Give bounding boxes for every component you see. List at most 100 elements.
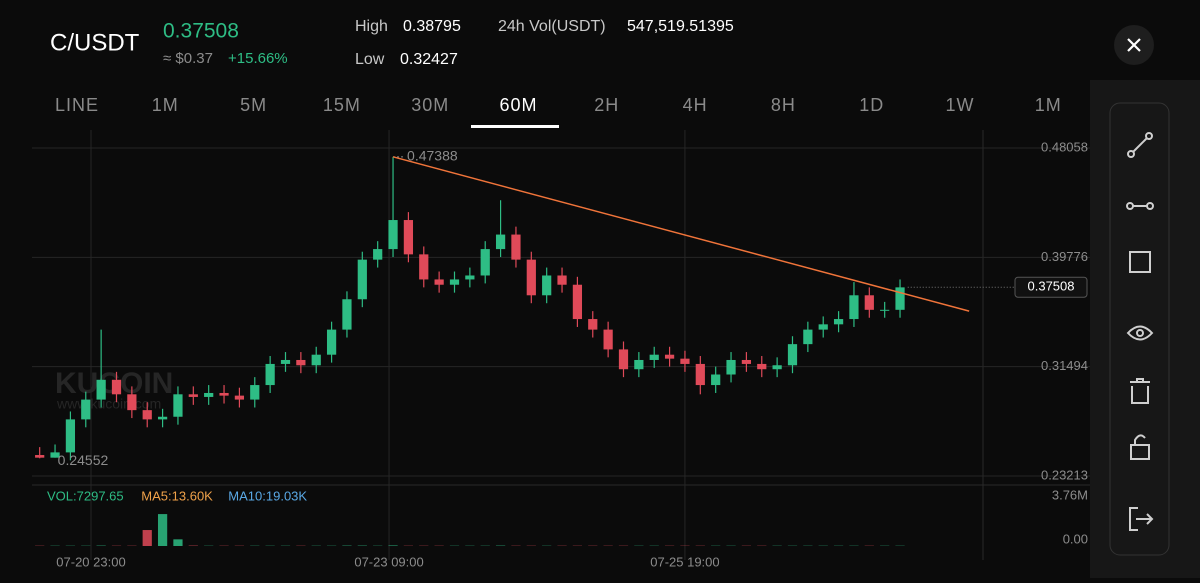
candle-body (481, 249, 490, 275)
vol-legend: VOL:7297.65 (47, 488, 124, 503)
candle-body (542, 275, 551, 295)
high: 0.38795 (403, 18, 461, 35)
tab[interactable]: 1D (859, 95, 884, 115)
candle-body (788, 344, 797, 365)
pair: C/USDT (50, 29, 140, 56)
candle-body (358, 260, 367, 300)
vol-legend: MA10:19.03K (228, 488, 307, 503)
candle-body (281, 360, 290, 364)
active-tab-underline (471, 125, 559, 128)
low-label: Low (355, 51, 385, 68)
candle-body (250, 385, 259, 400)
candle-body (742, 360, 751, 364)
candle-body (865, 295, 874, 310)
candle-body (158, 417, 167, 420)
candle-body (680, 359, 689, 364)
tab[interactable]: 60M (499, 95, 537, 115)
tab[interactable]: 30M (411, 95, 449, 115)
candle-body (665, 355, 674, 359)
candle-body (496, 235, 505, 250)
tab[interactable]: LINE (55, 95, 99, 115)
candle-body (711, 374, 720, 385)
candle-body (527, 260, 536, 296)
candle-body (849, 295, 858, 319)
candle-body (266, 364, 275, 385)
candle-body (342, 299, 351, 329)
min-label: 0.24552 (58, 452, 109, 468)
candle-body (296, 360, 305, 365)
price: 0.37508 (163, 20, 239, 43)
tab[interactable]: 5M (240, 95, 267, 115)
candle-body (773, 365, 782, 369)
candle-body (465, 275, 474, 279)
candle-body (81, 400, 90, 420)
low: 0.32427 (400, 51, 458, 68)
candle-body (726, 360, 735, 375)
x-tick-label: 07-20 23:00 (56, 554, 125, 569)
vol: 547,519.51395 (627, 18, 734, 35)
last-price-label: 0.37508 (1028, 279, 1075, 294)
candle-body (619, 349, 628, 369)
candle-body (634, 360, 643, 369)
candle-body (895, 287, 904, 309)
toolbar-panel (1090, 80, 1200, 578)
candle-body (435, 279, 444, 284)
x-tick-label: 07-23 09:00 (354, 554, 423, 569)
volume-bar (388, 545, 397, 546)
candle-body (604, 330, 613, 350)
y-tick-label: 0.48058 (1041, 139, 1088, 154)
watermark-url: www.kucoin.com (56, 396, 161, 412)
usd-approx: ≈ $0.37 (163, 50, 213, 67)
candle-body (388, 220, 397, 249)
candle-body (219, 393, 228, 396)
vol-tick-label: 3.76M (1052, 487, 1088, 502)
candle-body (450, 279, 459, 284)
change: +15.66% (228, 50, 288, 67)
volume-bar (158, 514, 167, 546)
vol-tick-label: 0.00 (1063, 531, 1088, 546)
candle-body (803, 330, 812, 345)
candle-body (312, 355, 321, 366)
candle-body (880, 310, 889, 311)
x-tick-label: 07-25 19:00 (650, 554, 719, 569)
candle-body (650, 355, 659, 360)
y-tick-label: 0.31494 (1041, 358, 1088, 373)
candle-body (588, 319, 597, 330)
tab[interactable]: 15M (323, 95, 361, 115)
tab[interactable]: 8H (771, 95, 796, 115)
candle-body (557, 275, 566, 284)
max-label: 0.47388 (407, 148, 458, 164)
candle-body (834, 319, 843, 324)
close-button[interactable] (1114, 25, 1154, 65)
candle-body (127, 394, 136, 410)
candle-body (66, 419, 75, 452)
candle-body (97, 380, 106, 400)
tab[interactable]: 1M (152, 95, 179, 115)
candle-body (189, 394, 198, 397)
candle-body (143, 410, 152, 419)
candle-body (204, 393, 213, 397)
vol-legend: MA5:13.60K (141, 488, 213, 503)
candle-body (819, 324, 828, 329)
volume-bar (143, 530, 152, 546)
tab[interactable]: 1W (946, 95, 975, 115)
tab[interactable]: 1M (1035, 95, 1062, 115)
tab[interactable]: 2H (594, 95, 619, 115)
candle-body (112, 380, 121, 395)
candle-body (757, 364, 766, 369)
candle-body (419, 254, 428, 279)
candle-body (235, 396, 244, 400)
candle-body (696, 364, 705, 385)
tab[interactable]: 4H (683, 95, 708, 115)
y-tick-label: 0.23213 (1041, 467, 1088, 482)
candle-body (573, 285, 582, 319)
volume-bar (173, 539, 182, 546)
candle-body (173, 394, 182, 416)
candle-body (404, 220, 413, 254)
candle-body (373, 249, 382, 260)
candle-body (327, 330, 336, 355)
vol-label: 24h Vol(USDT) (498, 18, 606, 35)
candle-body (511, 235, 520, 260)
